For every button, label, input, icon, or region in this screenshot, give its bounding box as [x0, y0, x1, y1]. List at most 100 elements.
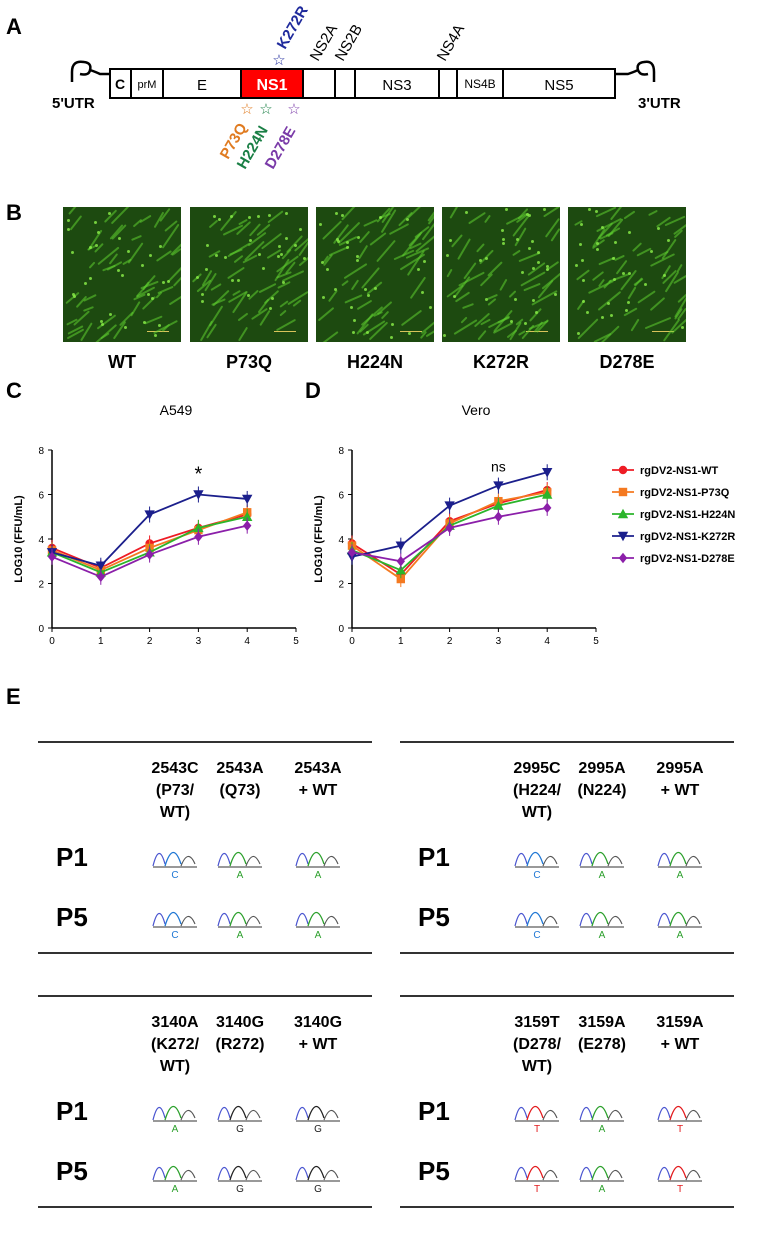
table-bottom-rule — [400, 1206, 734, 1208]
chromatogram-trace — [152, 1105, 197, 1122]
sequencing-table: 2995C (H224/WT) 2995A (N224) 2995A + WT P1 C A A P… — [400, 738, 740, 964]
x-tick-label: 2 — [147, 636, 153, 647]
trace-peak — [152, 852, 166, 867]
trace-peak — [514, 852, 528, 867]
trace-peak-main — [669, 851, 687, 867]
star-p73q: ☆ — [240, 101, 253, 118]
trace-peak — [685, 1109, 701, 1121]
trace-peak — [245, 1169, 261, 1181]
chromatogram-trace — [514, 911, 559, 928]
trace-peak — [607, 1169, 623, 1181]
data-point — [445, 522, 454, 534]
x-tick-label: 4 — [244, 636, 250, 647]
genome-diagram: C prM E NS1 NS3 NS4B NS5 NS2A NS2B NS4A … — [52, 3, 681, 172]
panel-e-label: E — [6, 684, 21, 709]
data-point — [193, 490, 204, 500]
series-rgDV2-NS1-K272R — [346, 464, 553, 565]
trace-peak — [542, 1109, 558, 1121]
base-call: A — [676, 930, 684, 941]
data-point — [542, 468, 553, 478]
x-tick-label: 2 — [447, 636, 453, 647]
trace-peak — [685, 915, 701, 927]
trace-peak-main — [164, 1105, 182, 1121]
table-column-header: 3159A + WT — [640, 1012, 720, 1056]
caption-h224n: H224N — [346, 352, 404, 372]
legend-label: rgDV2-NS1-K272R — [640, 531, 735, 543]
trace-peak — [542, 1169, 558, 1181]
header-line: (K272/ — [150, 1036, 200, 1053]
data-point — [494, 511, 503, 522]
header-line: (N224) — [577, 782, 627, 799]
base-call: C — [533, 870, 541, 881]
table-top-rule — [400, 995, 734, 997]
legend-item: rgDV2-NS1-WT — [612, 465, 719, 477]
chromatogram-trace — [657, 911, 702, 928]
utr3-hairpin — [615, 60, 656, 82]
panel-a-label: A — [6, 14, 22, 39]
x-tick-label: 1 — [98, 636, 104, 647]
segment-ns4b — [456, 68, 504, 99]
star-h224n: ☆ — [259, 101, 272, 118]
chromatogram-trace — [152, 851, 197, 868]
chromatogram-trace — [295, 1165, 340, 1182]
chromatogram-trace — [579, 1165, 624, 1182]
chart-vero: Vero01234502468Time (day)LOG10 (FFU/mL)n… — [313, 402, 599, 647]
utr5-hairpin — [70, 60, 110, 82]
table-top-rule — [38, 741, 372, 743]
trace-peak — [180, 1169, 196, 1181]
trace-peak — [217, 912, 231, 927]
sequencing-table: 3159T (D278/WT) 3159A (E278) 3159A + WT P1 T A T P… — [400, 992, 740, 1218]
trace-peak-main — [307, 911, 325, 927]
base-call: A — [598, 1124, 606, 1135]
header-line: 3140G — [215, 1014, 265, 1031]
trace-peak-main — [591, 851, 609, 867]
base-call: A — [236, 870, 244, 881]
base-call: A — [236, 930, 244, 941]
header-line: (D278/ — [512, 1036, 562, 1053]
chromatogram-trace — [514, 1105, 559, 1122]
passage-label: P5 — [56, 902, 88, 932]
star-k272r: ☆ — [272, 52, 285, 69]
y-tick-label: 0 — [338, 624, 344, 635]
passage-label: P5 — [418, 1156, 450, 1186]
y-tick-label: 6 — [338, 491, 344, 502]
data-point — [193, 522, 204, 533]
chromatogram-trace — [217, 1105, 262, 1122]
trace-peak — [295, 1166, 309, 1181]
trace-peak — [152, 1166, 166, 1181]
data-point — [543, 502, 552, 514]
legend-marker — [618, 552, 628, 564]
trace-peak — [180, 915, 196, 927]
passage-label: P5 — [418, 902, 450, 932]
segment-ns5 — [502, 68, 616, 99]
trace-peak — [180, 1109, 196, 1121]
passage-label: P1 — [418, 842, 450, 872]
series-rgDV2-NS1-K272R — [46, 486, 253, 574]
header-line: WT) — [159, 1058, 191, 1075]
chart-legend: rgDV2-NS1-WT rgDV2-NS1-P73Q rgDV2-NS1-H224… — [612, 465, 735, 565]
header-line: WT) — [521, 804, 553, 821]
significance-annotation: * — [195, 464, 203, 486]
base-call: T — [676, 1184, 684, 1195]
header-line: 2995A — [578, 760, 626, 777]
x-tick-label: 0 — [349, 636, 355, 647]
trace-peak — [295, 1106, 309, 1121]
header-line: 3140G — [293, 1014, 343, 1031]
trace-peak — [295, 912, 309, 927]
trace-peak — [685, 855, 701, 867]
chromatogram-trace — [579, 1105, 624, 1122]
data-point — [396, 574, 405, 584]
segment-ns3 — [354, 68, 440, 99]
base-call: C — [533, 930, 541, 941]
data-point — [243, 520, 252, 531]
sequencing-table: 2543C (P73/WT) 2543A (Q73) 2543A + WT P1 C A A P5 C… — [38, 738, 378, 964]
trace-peak — [180, 855, 196, 867]
label-c: C — [115, 76, 125, 92]
base-call: A — [598, 1184, 606, 1195]
segment-prm — [130, 68, 164, 99]
label-ns5: NS5 — [544, 77, 573, 94]
x-tick-label: 1 — [398, 636, 404, 647]
y-tick-label: 8 — [38, 446, 44, 457]
x-tick-label: 4 — [544, 636, 550, 647]
table-top-rule — [38, 995, 372, 997]
